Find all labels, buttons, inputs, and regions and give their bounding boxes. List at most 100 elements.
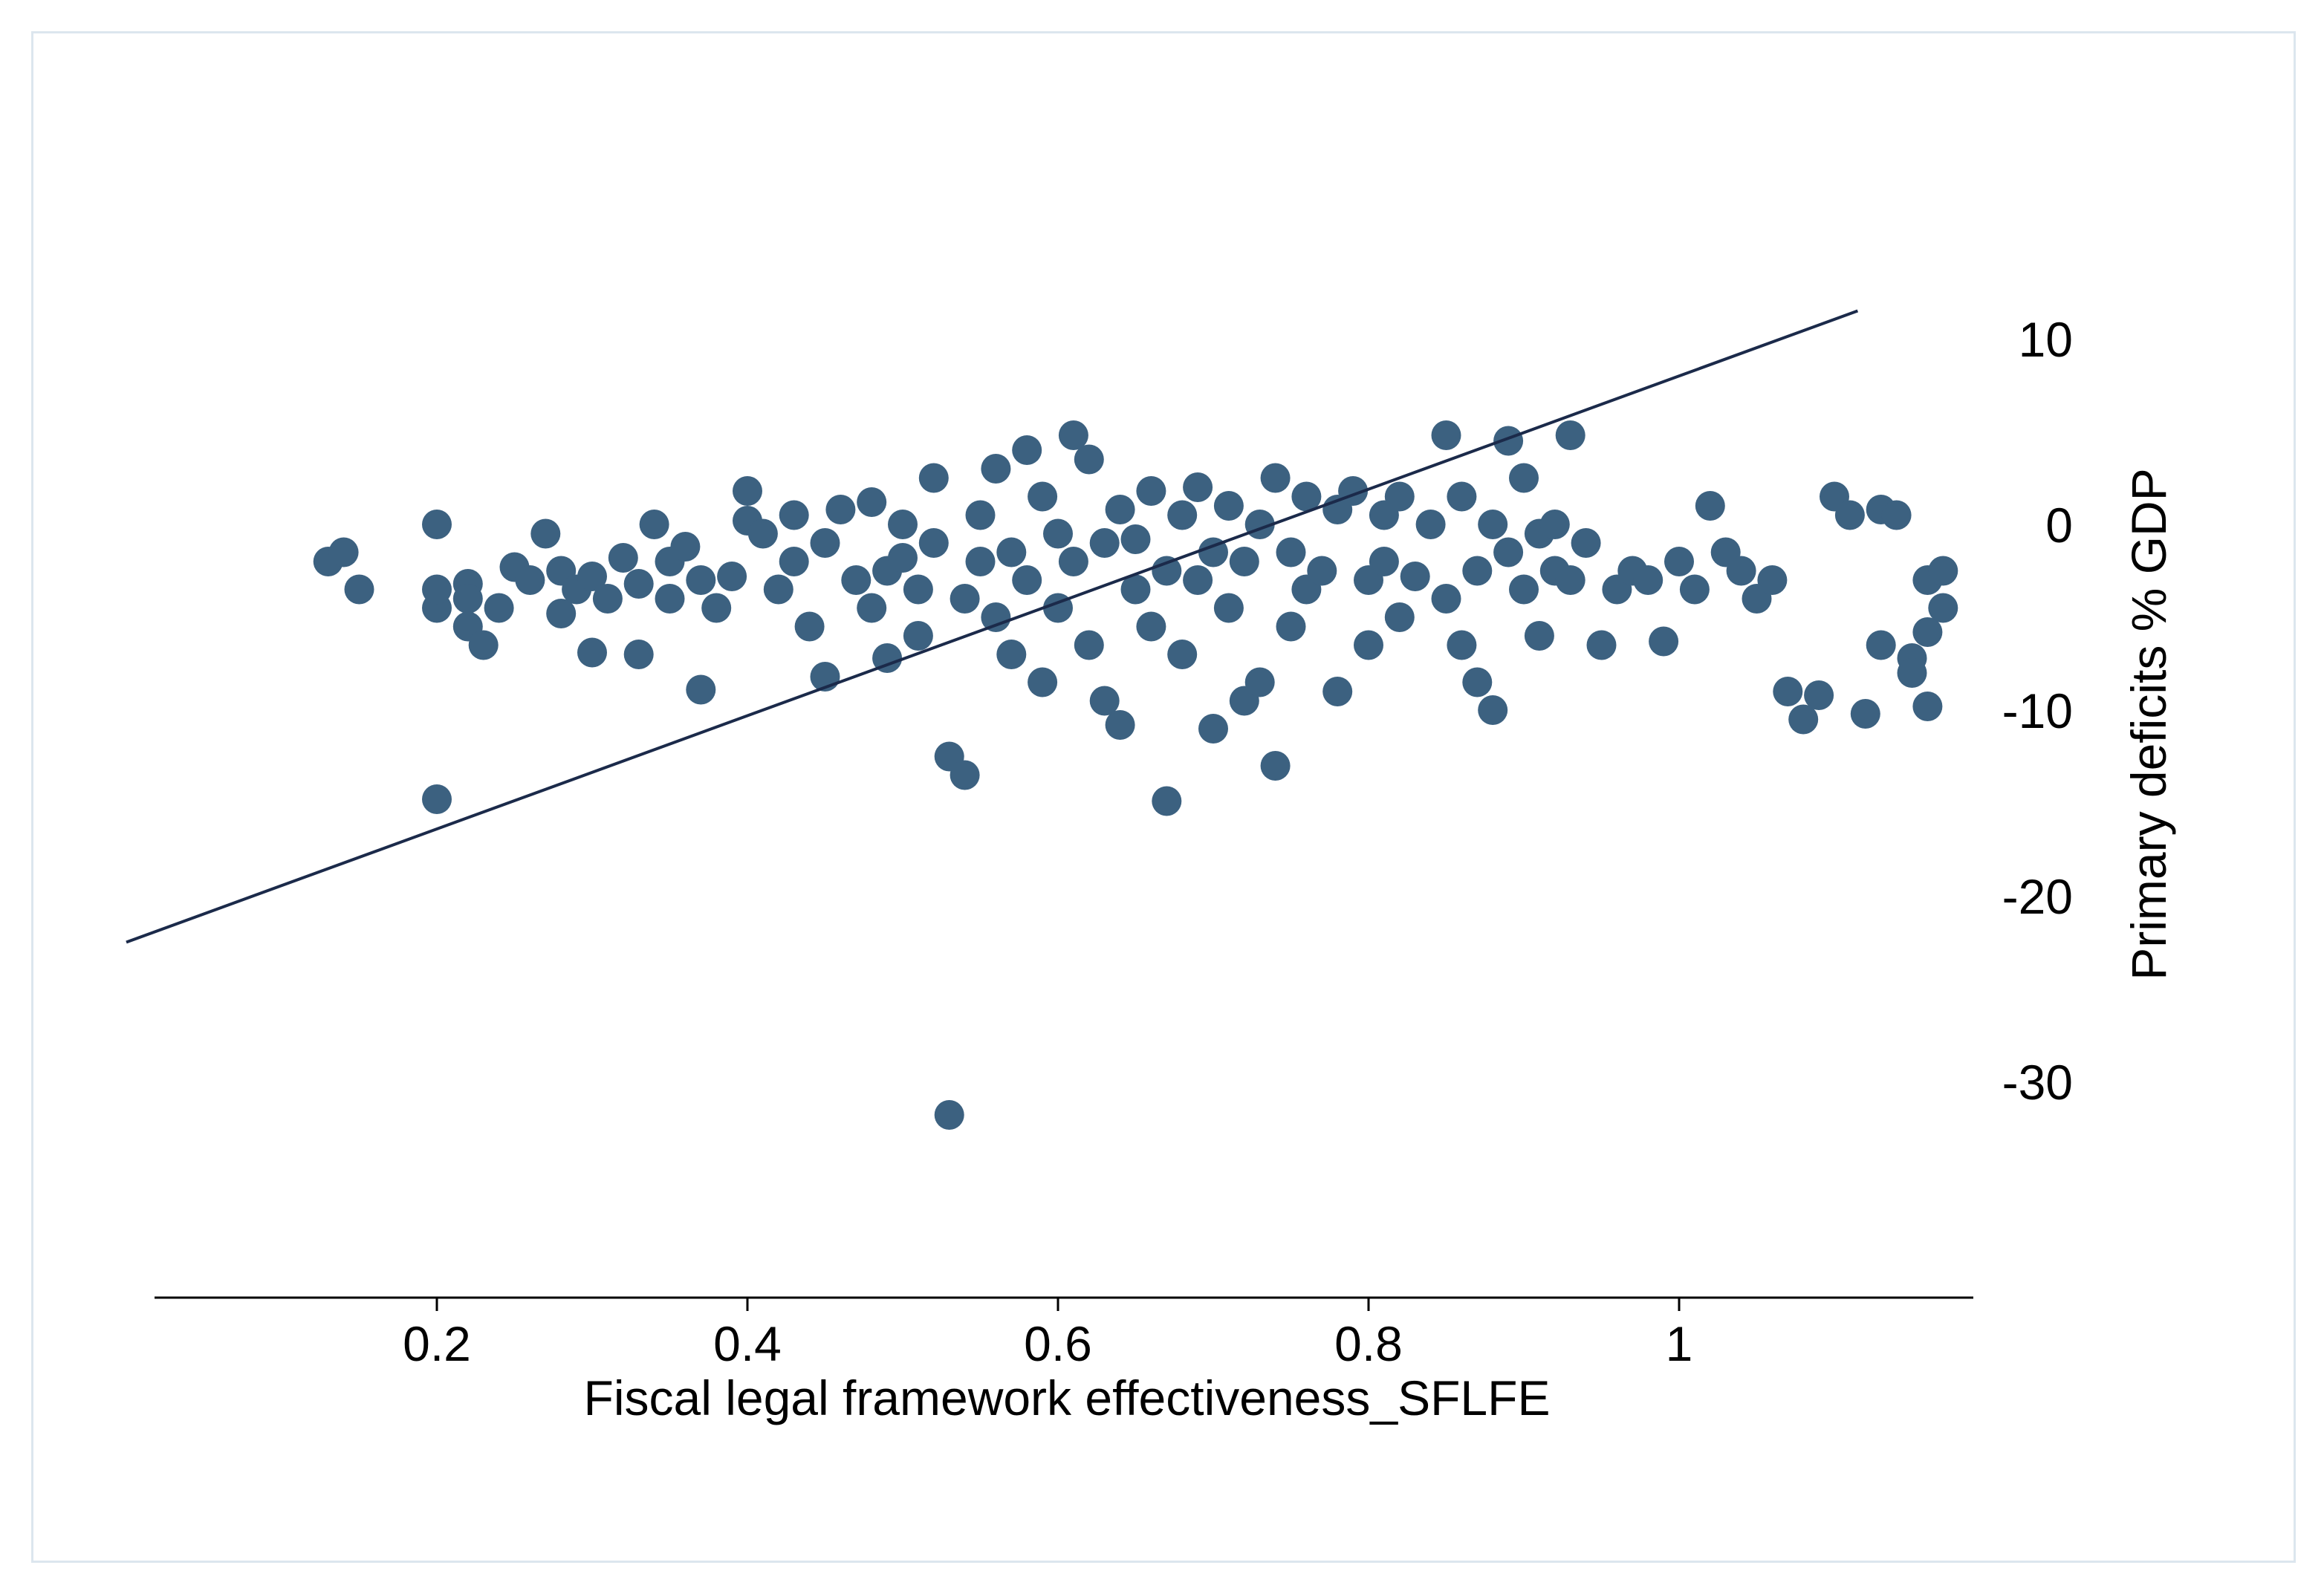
scatter-point <box>1198 537 1228 567</box>
scatter-point <box>1260 463 1291 493</box>
scatter-point <box>1369 547 1399 576</box>
scatter-point <box>981 602 1011 632</box>
scatter-point <box>1928 556 1958 586</box>
scatter-point <box>1136 476 1166 506</box>
y-tick-label: 0 <box>2045 498 2073 553</box>
scatter-point <box>981 454 1011 484</box>
scatter-point <box>1695 491 1725 521</box>
y-tick-label: -30 <box>2002 1055 2073 1110</box>
scatter-point <box>1539 510 1570 539</box>
y-axis-ticks: 10 0 -10 -20 -30 <box>2002 312 2073 1110</box>
scatter-point <box>1058 420 1088 450</box>
scatter-point <box>1447 630 1477 660</box>
scatter-point <box>1105 710 1135 740</box>
scatter-point <box>1493 426 1524 456</box>
scatter-point <box>1912 692 1943 721</box>
scatter-point <box>857 593 887 623</box>
scatter-point <box>1152 786 1182 816</box>
scatter-point <box>1555 420 1585 450</box>
scatter-point <box>950 584 980 614</box>
scatter-point <box>1089 686 1120 716</box>
scatter-point <box>546 599 577 628</box>
scatter-point <box>825 495 856 524</box>
scatter-point <box>1213 593 1244 623</box>
scatter-point <box>1555 565 1585 595</box>
scatter-point <box>1260 751 1291 781</box>
scatter-point <box>1462 556 1493 586</box>
scatter-point <box>1415 510 1446 539</box>
scatter-point <box>794 611 825 642</box>
scatter-point <box>1183 472 1213 502</box>
x-tick-label: 0.6 <box>1024 1316 1092 1371</box>
scatter-point <box>1912 617 1943 647</box>
scatter-point <box>1524 621 1554 651</box>
scatter-point <box>1167 500 1198 530</box>
scatter-point <box>1633 565 1664 595</box>
scatter-point <box>717 562 747 591</box>
scatter-point <box>1928 593 1958 623</box>
scatter-point <box>1213 491 1244 521</box>
scatter-point <box>1089 528 1120 558</box>
scatter-point <box>1586 630 1617 660</box>
scatter-point <box>1866 630 1896 660</box>
scatter-point <box>1012 435 1042 465</box>
scatter-point <box>996 640 1027 669</box>
scatter-point <box>1493 537 1524 567</box>
scatter-point <box>1105 495 1135 524</box>
scatter-point <box>1198 714 1228 744</box>
scatter-point <box>1478 695 1508 725</box>
scatter-point <box>328 537 359 567</box>
scatter-point <box>1804 680 1834 710</box>
scatter-point <box>733 476 762 506</box>
scatter-point <box>1322 677 1353 706</box>
scatter-point <box>1679 574 1710 605</box>
scatter-point <box>1229 547 1259 576</box>
scatter-point <box>779 547 809 576</box>
scatter-point <box>918 528 949 558</box>
scatter-point <box>1447 481 1477 512</box>
scatter-point <box>1183 565 1213 595</box>
x-axis-ticks: 0.2 0.4 0.6 0.8 1 <box>403 1298 1692 1371</box>
scatter-point <box>1354 630 1383 660</box>
x-tick-label: 0.2 <box>403 1316 471 1371</box>
scatter-point <box>1012 565 1042 595</box>
scatter-point <box>530 518 561 549</box>
scatter-point <box>747 518 778 549</box>
scatter-point <box>903 621 933 651</box>
scatter-point <box>623 569 654 599</box>
scatter-point <box>1462 667 1493 697</box>
scatter-point <box>888 510 918 539</box>
scatter-point <box>1649 626 1679 657</box>
scatter-point <box>686 565 716 595</box>
scatter-point <box>1726 556 1756 586</box>
x-tick-label: 1 <box>1666 1316 1693 1371</box>
scatter-point <box>779 500 809 530</box>
scatter-point <box>1058 547 1088 576</box>
scatter-point <box>701 593 732 623</box>
scatter-point <box>1384 481 1415 512</box>
scatter-point <box>422 510 452 539</box>
scatter-point <box>1881 500 1912 530</box>
scatter-point <box>422 574 452 605</box>
scatter-point <box>903 574 933 605</box>
scatter-point <box>1074 444 1104 475</box>
y-tick-label: 10 <box>2019 312 2073 367</box>
scatter-point <box>484 593 514 623</box>
scatter-point <box>950 760 980 790</box>
scatter-point <box>934 1100 964 1130</box>
scatter-point <box>1788 704 1819 735</box>
fitted-line <box>126 309 1859 944</box>
scatter-point <box>1074 630 1104 660</box>
x-axis-title: Fiscal legal framework effectiveness_SFL… <box>584 1370 1551 1425</box>
y-axis-title: Primary deficits % GDP <box>2121 468 2176 980</box>
scatter-point <box>1431 584 1461 614</box>
scatter-point <box>1664 547 1694 576</box>
scatter-point <box>763 574 793 605</box>
scatter-point <box>686 674 716 705</box>
scatter-point <box>344 574 374 605</box>
scatter-point <box>841 565 872 595</box>
scatter-point <box>810 528 840 558</box>
scatter-point <box>577 562 607 591</box>
scatter-point <box>592 584 623 614</box>
